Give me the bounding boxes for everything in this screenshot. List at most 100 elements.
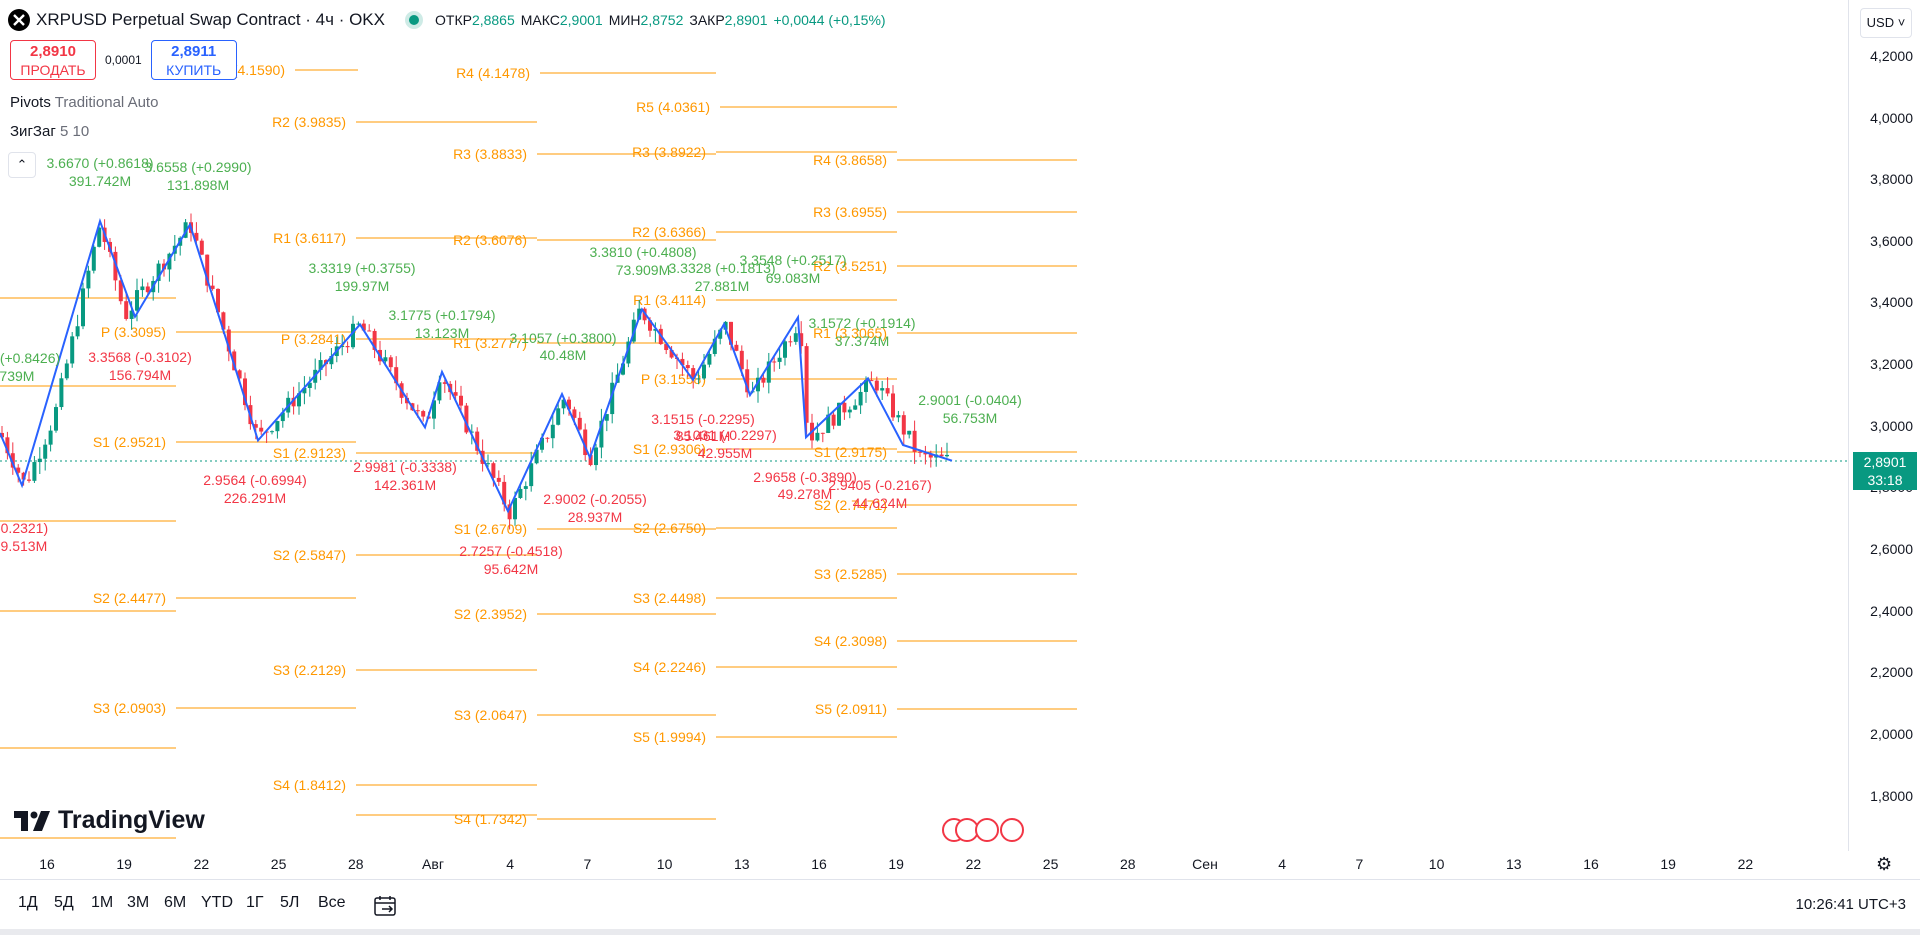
candle-body (599, 420, 604, 448)
zigzag-label: 27.881M (695, 278, 749, 294)
pivot-label: S1 (2.9306) (633, 441, 706, 457)
range-button-Все[interactable]: Все (318, 894, 346, 911)
price-tick: 3,2000 (1870, 356, 1913, 373)
zigzag-label: .739M (0, 368, 34, 384)
time-tick: 22 (1737, 856, 1754, 872)
collapse-legend-button[interactable]: ⌃ (8, 152, 36, 178)
candle-body (572, 409, 577, 418)
pivot-label: S3 (2.0647) (454, 707, 527, 723)
candle-body (756, 377, 760, 392)
indicator-pivots[interactable]: Pivots Traditional Auto (10, 94, 158, 111)
range-button-5Л[interactable]: 5Л (280, 894, 300, 911)
range-button-6М[interactable]: 6М (164, 894, 187, 911)
candle-body (486, 463, 490, 465)
range-button-5Д[interactable]: 5Д (54, 894, 74, 911)
pivot-label: P (3.2841) (281, 331, 346, 347)
price-tick: 3,4000 (1870, 294, 1913, 311)
candle-body (156, 263, 161, 281)
candle-body (361, 323, 366, 331)
event-flag-icon[interactable] (975, 818, 999, 842)
spread-value: 0,0001 (105, 53, 142, 67)
time-tick: 16 (39, 856, 55, 872)
candle-body (837, 402, 841, 426)
range-button-1Г[interactable]: 1Г (246, 894, 264, 911)
range-button-YTD[interactable]: YTD (201, 894, 233, 911)
zigzag-label: 199.97M (335, 278, 389, 294)
zigzag-name: ЗигЗаг (10, 123, 56, 140)
tradingview-logo[interactable]: TradingView (14, 806, 205, 835)
candle-body (815, 432, 820, 441)
currency-select[interactable]: USD ˅ (1860, 8, 1912, 38)
price-axis[interactable]: 4,2000 4,0000 3,8000 3,6000 3,4000 3,2000 3,00… (1848, 0, 1920, 851)
indicator-zigzag[interactable]: ЗигЗаг 5 10 (10, 123, 89, 140)
candle-body (243, 378, 247, 406)
candle-body (86, 270, 91, 289)
symbol-title[interactable]: XRPUSD Perpetual Swap Contract · 4ч · OK… (36, 10, 385, 29)
time-tick: 7 (1355, 856, 1364, 872)
candle-body (383, 357, 388, 362)
sell-button[interactable]: 2,8910 ПРОДАТЬ (10, 40, 96, 80)
buy-button[interactable]: 2,8911 КУПИТЬ (150, 40, 237, 80)
candle-body (513, 497, 517, 520)
candle-body (129, 310, 134, 319)
pivot-label: R2 (3.9835) (272, 114, 346, 130)
candle-body (394, 367, 399, 384)
time-axis[interactable]: 16 19 22 25 28 Авг 4 7 10 13 16 19 22 25 28 Сен 4 7 10 13 16… (0, 851, 1848, 879)
candle-body (702, 364, 706, 379)
candle-body (318, 360, 323, 370)
zigzag-label: 3.1515 (-0.2295) (651, 411, 755, 427)
pivot-label: R1 (3.3065) (813, 325, 887, 341)
chart-pane[interactable]: R4 (4.1590) R4 (4.1478) R5 (4.0361) R2 (3.9… (0, 0, 1848, 851)
okx-logo-icon (8, 9, 30, 31)
price-tick: 3,6000 (1870, 232, 1913, 249)
calendar-range-icon[interactable] (373, 894, 399, 918)
candle-body (307, 382, 312, 389)
candle-body (880, 388, 885, 391)
candle-body (59, 378, 64, 408)
clock[interactable]: 10:26:41 UTC+3 (1795, 896, 1907, 913)
scrollbar[interactable] (0, 929, 1920, 935)
pivot-label: S3 (2.0903) (93, 700, 166, 716)
pivot-label: S5 (2.0911) (815, 701, 887, 717)
price-tick: 2,6000 (1870, 541, 1913, 558)
zigzag-label: 2.7257 (-0.4518) (459, 543, 563, 559)
zigzag-label: 3.6670 (+0.8618) (46, 155, 153, 171)
range-button-1М[interactable]: 1М (91, 894, 114, 911)
zigzag-label: 2.9564 (-0.6994) (203, 472, 307, 488)
pivot-label: S5 (1.9994) (633, 729, 706, 745)
candle-body (502, 481, 507, 505)
zigzag-params: 5 10 (59, 123, 90, 140)
time-tick: 13 (1506, 856, 1522, 872)
candle-body (464, 405, 469, 433)
candle-body (64, 363, 69, 379)
zigzag-label: 2.9405 (-0.2167) (828, 477, 932, 493)
event-flag-icon[interactable] (1000, 818, 1024, 842)
gear-icon[interactable]: ⚙ (1876, 854, 1893, 874)
candle-body (43, 444, 48, 459)
trade-panel: 2,8910 ПРОДАТЬ 0,0001 2,8911 КУПИТЬ (10, 40, 237, 80)
candle-body (707, 353, 712, 365)
candle-body (253, 424, 258, 428)
candle-body (329, 356, 334, 365)
candle-body (475, 431, 480, 451)
bar-countdown: 33:18 (1867, 472, 1903, 488)
zigzag-label: 69.083M (766, 270, 820, 286)
zigzag-label: 226.291M (224, 490, 286, 506)
zigzag-label: 3.3548 (+0.2517) (739, 252, 846, 268)
candle-body (27, 479, 31, 481)
candle-body (793, 333, 798, 342)
range-button-1Д[interactable]: 1Д (18, 894, 38, 911)
pivot-label: R2 (3.6366) (632, 224, 706, 240)
chart-canvas[interactable]: R4 (4.1590) R4 (4.1478)R5 (4.0361)R2 (3.9… (0, 0, 1848, 851)
currency-label: USD (1866, 15, 1895, 30)
market-status-icon[interactable] (409, 15, 419, 25)
pivot-label: R2 (3.5251) (813, 258, 887, 274)
candle-body (588, 455, 593, 466)
zigzag-label: 3.1031 (-0.2297) (673, 427, 777, 443)
pivot-label: S1 (2.9123) (273, 445, 346, 461)
candle-body (556, 408, 561, 425)
zigzag-label: 85.461M (676, 428, 730, 444)
range-button-3М[interactable]: 3М (127, 894, 150, 911)
zigzag-label: 95.642M (484, 561, 538, 577)
candle-body (610, 382, 615, 415)
